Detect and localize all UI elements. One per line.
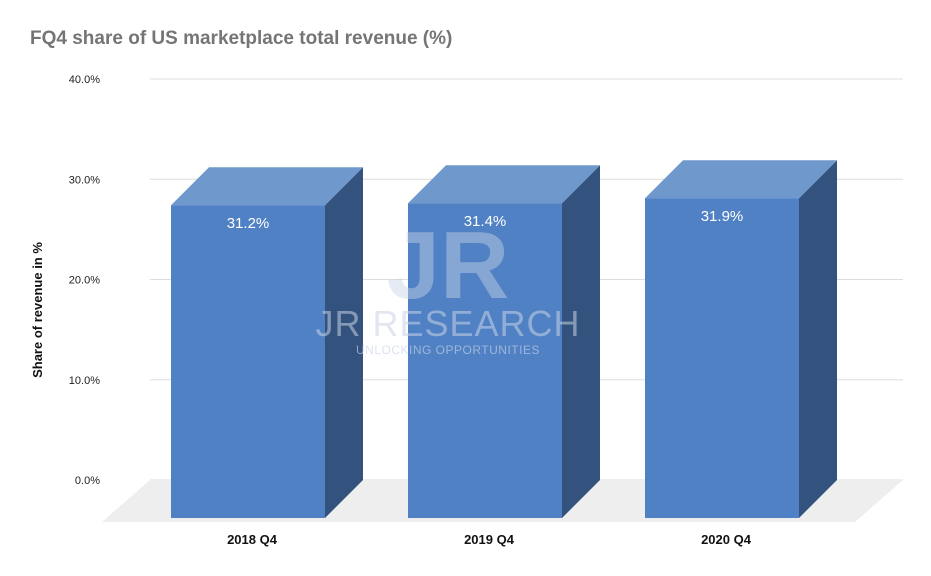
chart-title: FQ4 share of US marketplace total revenu… xyxy=(30,28,453,49)
bar-top xyxy=(645,160,837,199)
bar xyxy=(171,167,363,518)
y-tick-label: 30.0% xyxy=(69,174,100,186)
bar-side xyxy=(325,167,363,518)
data-label: 31.4% xyxy=(464,213,507,230)
data-label: 31.9% xyxy=(701,208,744,225)
value-labels: 31.2% 31.4% 31.9% xyxy=(227,208,744,232)
bar xyxy=(645,160,837,518)
x-tick-label: 2018 Q4 xyxy=(227,532,278,547)
bar-front xyxy=(645,198,799,518)
watermark-logo: JR xyxy=(387,212,510,319)
bar-top xyxy=(408,165,600,204)
bar-side xyxy=(799,160,837,518)
bars xyxy=(171,160,837,518)
data-label: 31.2% xyxy=(227,215,270,232)
y-axis-label: Share of revenue in % xyxy=(30,242,45,378)
watermark-name: JR RESEARCH xyxy=(315,303,580,344)
watermark: JR JR RESEARCH UNLOCKING OPPORTUNITIES xyxy=(315,212,580,357)
y-tick-labels: 0.0% 10.0% 20.0% 30.0% 40.0% xyxy=(69,74,100,487)
bar-front xyxy=(408,203,562,518)
bar-front xyxy=(171,205,325,518)
bar-top xyxy=(171,167,363,206)
y-tick-label: 20.0% xyxy=(69,275,100,287)
x-tick-label: 2019 Q4 xyxy=(464,532,515,547)
watermark-tagline: UNLOCKING OPPORTUNITIES xyxy=(356,343,540,357)
bar-side xyxy=(562,165,600,518)
y-tick-label: 10.0% xyxy=(69,375,100,387)
bar xyxy=(408,165,600,518)
y-tick-label: 40.0% xyxy=(69,74,100,86)
category-labels: 2018 Q4 2019 Q4 2020 Q4 xyxy=(227,532,752,547)
y-tick-label: 0.0% xyxy=(75,475,100,487)
x-tick-label: 2020 Q4 xyxy=(701,532,752,547)
